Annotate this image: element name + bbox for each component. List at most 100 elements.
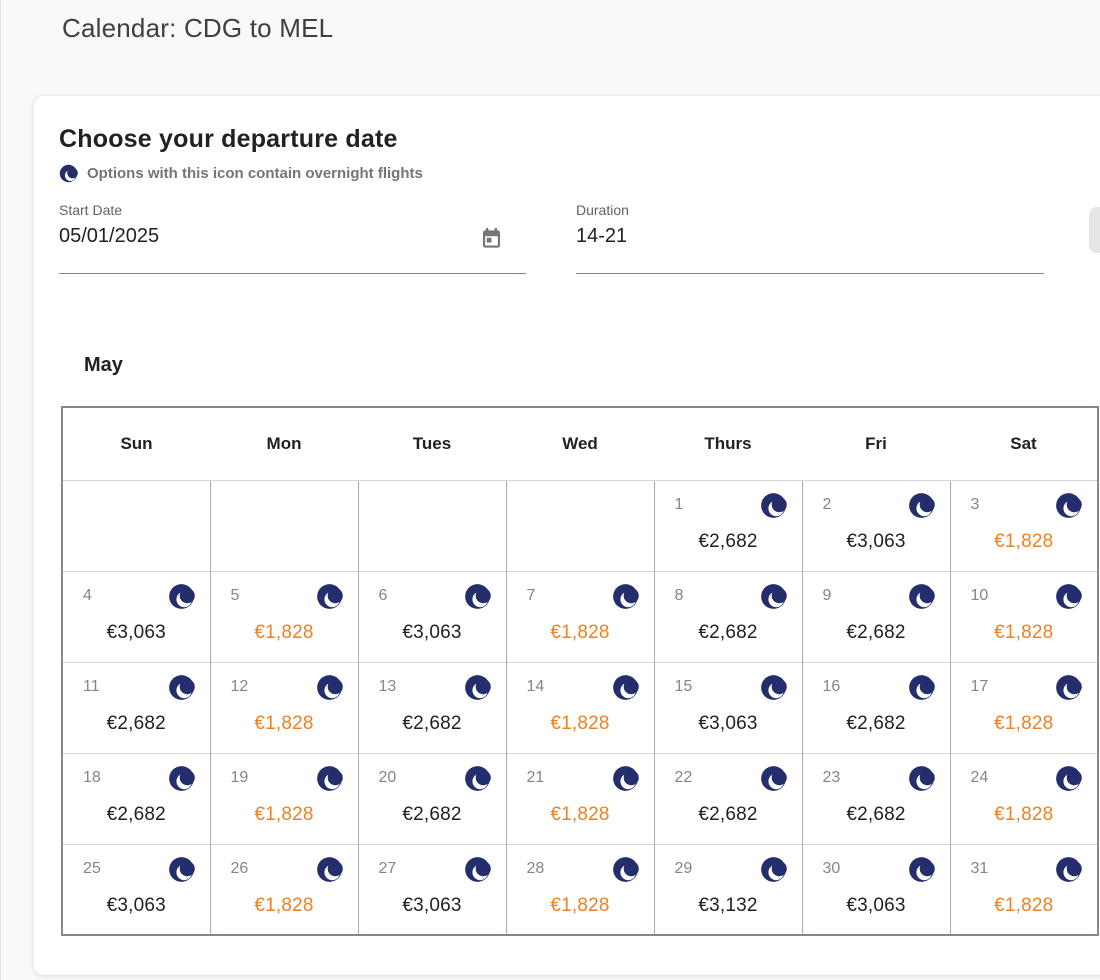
calendar-day-cell[interactable]: 22 €2,682 xyxy=(653,752,802,844)
price-label: €1,828 xyxy=(994,530,1054,552)
panel-heading: Choose your departure date xyxy=(59,125,398,153)
cell-top-row: 31 xyxy=(951,845,1098,883)
cell-top-row: 1 xyxy=(655,481,802,519)
overnight-moon-icon xyxy=(1055,765,1082,792)
calendar-day-cell[interactable]: 15 €3,063 xyxy=(653,661,802,753)
weekday-header: Sun xyxy=(62,407,210,481)
cell-top-row: 12 xyxy=(211,663,358,701)
start-date-field[interactable]: Start Date 05/01/2025 xyxy=(59,202,526,274)
calendar-day-cell[interactable]: 17 €1,828 xyxy=(949,661,1098,753)
day-number: 14 xyxy=(526,678,545,695)
cell-top-row: 17 xyxy=(951,663,1098,701)
calendar-day-cell[interactable]: 3 €1,828 xyxy=(949,479,1098,571)
price-label: €3,063 xyxy=(402,621,462,643)
overnight-moon-icon xyxy=(464,674,491,701)
day-number: 25 xyxy=(83,860,101,877)
calendar-day-cell[interactable]: 31 €1,828 xyxy=(949,843,1098,935)
day-number: 23 xyxy=(822,769,841,786)
overnight-moon-icon xyxy=(760,674,787,701)
overnight-moon-icon xyxy=(908,765,935,792)
cell-top-row: 22 xyxy=(655,754,802,792)
day-number: 3 xyxy=(970,496,980,513)
calendar-day-cell[interactable]: 14 €1,828 xyxy=(505,661,654,753)
cell-top-row: 14 xyxy=(507,663,654,701)
price-label: €2,682 xyxy=(698,621,758,643)
calendar-day-cell[interactable]: 10 €1,828 xyxy=(949,570,1098,662)
duration-input[interactable]: 14-21 xyxy=(576,225,1044,274)
price-label: €3,063 xyxy=(402,894,462,916)
calendar-day-cell[interactable]: 28 €1,828 xyxy=(505,843,654,935)
day-number: 24 xyxy=(970,769,989,786)
calendar-day-cell[interactable]: 2 €3,063 xyxy=(801,479,950,571)
calendar-day-cell[interactable]: 8 €2,682 xyxy=(653,570,802,662)
calendar-picker-icon[interactable] xyxy=(479,226,504,251)
calendar-day-cell[interactable]: 21 €1,828 xyxy=(505,752,654,844)
overnight-moon-icon xyxy=(1055,856,1082,883)
cell-top-row: 9 xyxy=(803,572,950,610)
price-label: €1,828 xyxy=(254,621,314,643)
overnight-moon-icon xyxy=(760,765,787,792)
calendar-day-cell[interactable]: 11 €2,682 xyxy=(62,661,210,753)
cell-top-row: 5 xyxy=(211,572,358,610)
day-number: 1 xyxy=(674,496,684,513)
cell-top-row: 25 xyxy=(63,845,210,883)
weekday-header: Tues xyxy=(358,407,506,481)
cell-top-row: 23 xyxy=(803,754,950,792)
start-date-label: Start Date xyxy=(59,202,123,218)
overnight-moon-icon xyxy=(316,583,343,610)
calendar-day-cell[interactable]: 6 €3,063 xyxy=(357,570,506,662)
overnight-moon-icon xyxy=(316,856,343,883)
price-label: €1,828 xyxy=(550,894,610,916)
calendar-day-cell[interactable]: 7 €1,828 xyxy=(505,570,654,662)
calendar-day-cell[interactable]: 12 €1,828 xyxy=(209,661,358,753)
scroll-pill[interactable] xyxy=(1089,207,1100,253)
overnight-moon-icon xyxy=(1055,583,1082,610)
price-label: €3,132 xyxy=(698,894,758,916)
duration-field[interactable]: Duration 14-21 xyxy=(576,202,1044,274)
price-label: €1,828 xyxy=(550,803,610,825)
cell-top-row: 29 xyxy=(655,845,802,883)
calendar-day-cell[interactable]: 20 €2,682 xyxy=(357,752,506,844)
overnight-moon-icon xyxy=(612,765,639,792)
price-label: €3,063 xyxy=(698,712,758,734)
overnight-legend: Options with this icon contain overnight… xyxy=(59,164,1093,183)
calendar-day-cell[interactable]: 24 €1,828 xyxy=(949,752,1098,844)
calendar-day-cell[interactable]: 16 €2,682 xyxy=(801,661,950,753)
calendar-day-cell[interactable]: 26 €1,828 xyxy=(209,843,358,935)
cell-top-row: 8 xyxy=(655,572,802,610)
cell-top-row: 26 xyxy=(211,845,358,883)
calendar-week-row: 4 €3,063 5 €1,828 6 €3,063 7 €1,828 8 xyxy=(62,570,1098,662)
overnight-moon-icon xyxy=(612,583,639,610)
cell-top-row: 19 xyxy=(211,754,358,792)
cell-top-row: 16 xyxy=(803,663,950,701)
day-number: 18 xyxy=(83,769,101,786)
cell-top-row: 6 xyxy=(359,572,506,610)
overnight-moon-icon xyxy=(168,765,195,792)
calendar-day-cell[interactable]: 30 €3,063 xyxy=(801,843,950,935)
price-label: €1,828 xyxy=(254,894,314,916)
calendar-day-cell[interactable]: 13 €2,682 xyxy=(357,661,506,753)
calendar-day-cell[interactable]: 4 €3,063 xyxy=(62,570,210,662)
day-number: 13 xyxy=(378,678,397,695)
price-label: €1,828 xyxy=(994,712,1054,734)
weekday-header: Thurs xyxy=(654,407,802,481)
price-label: €3,063 xyxy=(106,894,166,916)
calendar-day-cell[interactable]: 25 €3,063 xyxy=(62,843,210,935)
calendar-empty-cell xyxy=(209,479,358,571)
calendar-day-cell[interactable]: 29 €3,132 xyxy=(653,843,802,935)
day-number: 29 xyxy=(674,860,693,877)
calendar-day-cell[interactable]: 19 €1,828 xyxy=(209,752,358,844)
calendar-day-cell[interactable]: 9 €2,682 xyxy=(801,570,950,662)
calendar-day-cell[interactable]: 1 €2,682 xyxy=(653,479,802,571)
calendar-day-cell[interactable]: 23 €2,682 xyxy=(801,752,950,844)
overnight-moon-icon xyxy=(464,765,491,792)
calendar-week-row: 1 €2,682 2 €3,063 3 €1,828 xyxy=(62,479,1098,571)
calendar-day-cell[interactable]: 27 €3,063 xyxy=(357,843,506,935)
calendar-day-cell[interactable]: 18 €2,682 xyxy=(62,752,210,844)
price-label: €3,063 xyxy=(106,621,166,643)
calendar-week-row: 11 €2,682 12 €1,828 13 €2,682 14 €1,828 15 xyxy=(62,661,1098,753)
price-label: €1,828 xyxy=(994,894,1054,916)
calendar-day-cell[interactable]: 5 €1,828 xyxy=(209,570,358,662)
price-label: €2,682 xyxy=(846,621,906,643)
start-date-input[interactable]: 05/01/2025 xyxy=(59,225,526,274)
